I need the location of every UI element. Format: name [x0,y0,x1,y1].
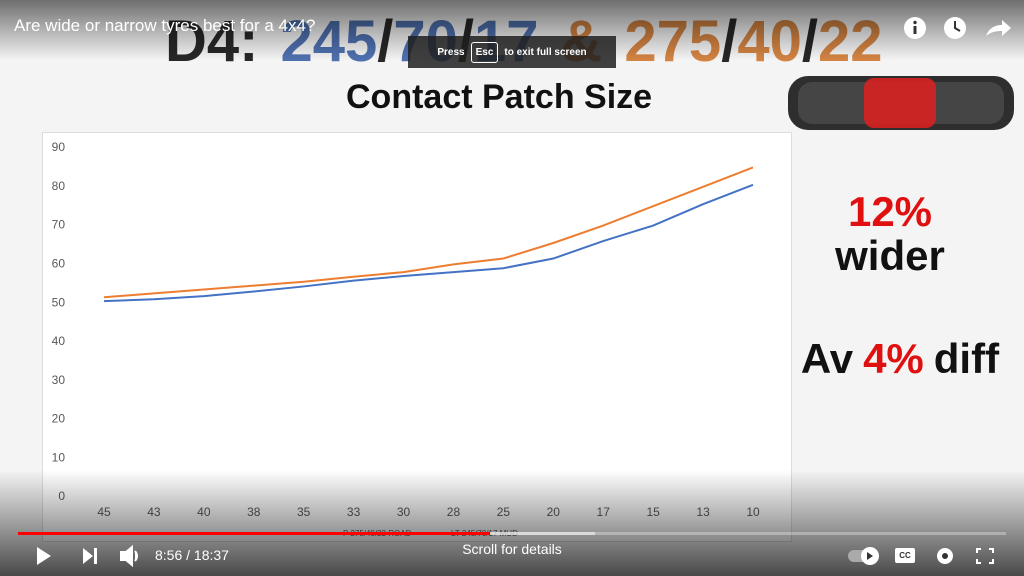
share-button[interactable] [986,20,1011,36]
hint-text: to exit full screen [504,46,587,58]
settings-button[interactable] [937,548,953,564]
note-part: wider [835,232,945,279]
series-line [103,183,754,303]
progress-bar [18,532,490,535]
note-part: 4% [863,335,924,382]
exit-fullscreen-button[interactable] [976,548,994,564]
top-icons [904,17,1011,39]
series-line [103,166,754,299]
controls: CC [18,532,1006,568]
note-part: 12% [847,188,933,235]
y-tick-label: 30 [52,373,66,387]
note-part: Av [800,335,854,382]
play-button[interactable] [37,547,51,565]
tyre-image [788,76,1014,130]
note-part: diff [933,335,1000,382]
note-wider: 12% wider [820,190,970,278]
video-title[interactable]: Are wide or narrow tyres best for a 4x4? [14,16,316,35]
y-tick-label: 50 [52,295,66,309]
svg-text:CC: CC [899,551,911,560]
y-tick-label: 20 [52,412,66,426]
slide-subtitle: Contact Patch Size [346,78,653,116]
y-tick-label: 70 [52,218,66,232]
hint-key: Esc [470,41,499,63]
y-tick-label: 60 [52,257,66,271]
time-display: 8:56 / 18:37 [155,547,229,563]
hint-text: Press [437,46,465,58]
volume-button[interactable] [120,544,138,568]
info-button[interactable] [904,17,926,39]
note-diff: Av 4% diff [790,335,1020,383]
fullscreen-hint: Press Esc to exit full screen [408,36,616,68]
autoplay-toggle[interactable] [848,547,879,565]
y-tick-label: 10 [52,450,66,464]
scroll-hint[interactable]: Scroll for details [462,541,562,557]
y-tick-label: 90 [52,140,66,154]
captions-button[interactable]: CC [895,548,915,563]
y-tick-label: 80 [52,179,66,193]
next-button[interactable] [83,548,97,564]
watch-later-button[interactable] [944,17,966,39]
y-tick-label: 40 [52,334,66,348]
